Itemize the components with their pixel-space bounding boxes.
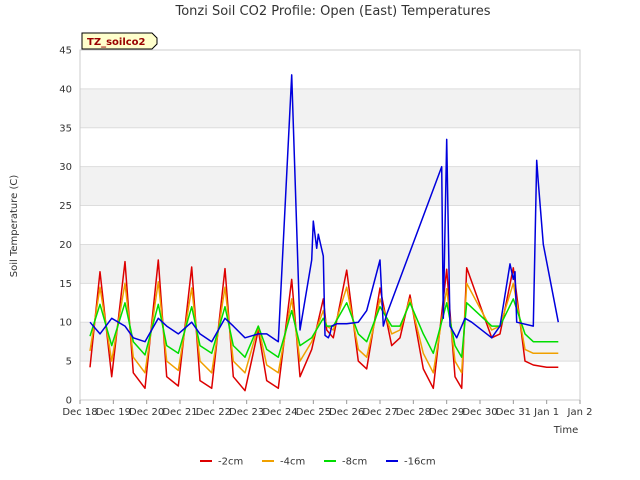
y-tick-label: 25 [59, 201, 72, 212]
x-tick-label: Dec 19 [96, 407, 131, 418]
grid-band [80, 244, 580, 284]
grid-bands [80, 88, 580, 362]
badge-label: TZ_soilco2 [87, 37, 146, 48]
grid-band [80, 166, 580, 206]
legend-label: -16cm [404, 457, 436, 468]
legend-label: -2cm [218, 457, 243, 468]
x-axis-label: Time [553, 425, 578, 436]
grid-band [80, 88, 580, 128]
y-tick-label: 20 [59, 240, 72, 251]
series-lines [89, 74, 560, 392]
x-tick-label: Dec 23 [229, 407, 264, 418]
logger-badge: TZ_soilco2 [81, 32, 158, 50]
y-tick-label: 5 [66, 357, 72, 368]
chart-title: Tonzi Soil CO2 Profile: Open (East) Temp… [174, 4, 490, 19]
x-tick-label: Dec 18 [62, 407, 97, 418]
y-axis: 0 5 10 15 20 25 30 35 40 45 [59, 46, 72, 407]
x-tick-label: Jan 1 [533, 407, 559, 418]
x-tick-label: Dec 29 [429, 407, 464, 418]
x-tick-label: Dec 26 [329, 407, 364, 418]
legend-label: -4cm [280, 457, 305, 468]
y-tick-label: 45 [59, 46, 72, 57]
y-tick-label: 40 [59, 84, 72, 95]
y-axis-label: Soil Temperature (C) [9, 175, 20, 278]
x-tick-label: Dec 30 [462, 407, 497, 418]
legend: -2cm -4cm -8cm -16cm [200, 457, 436, 468]
x-tick-label: Dec 21 [162, 407, 197, 418]
y-tick-label: 35 [59, 123, 72, 134]
x-tick-label: Jan 2 [567, 407, 593, 418]
y-tick-label: 30 [59, 162, 72, 173]
x-tick-label: Dec 22 [196, 407, 231, 418]
x-tick-label: Dec 20 [129, 407, 164, 418]
y-tick-label: 15 [59, 279, 72, 290]
series-line--16cm [89, 74, 560, 343]
x-tick-label: Dec 25 [296, 407, 331, 418]
legend-label: -8cm [342, 457, 367, 468]
plot-frame [79, 49, 581, 401]
y-tick-label: 0 [66, 396, 72, 407]
x-tick-label: Dec 31 [496, 407, 531, 418]
x-tick-label: Dec 24 [262, 407, 297, 418]
x-tick-label: Dec 28 [396, 407, 431, 418]
y-tick-label: 10 [59, 318, 72, 329]
x-tick-label: Dec 27 [362, 407, 397, 418]
badge-shape [81, 32, 158, 50]
